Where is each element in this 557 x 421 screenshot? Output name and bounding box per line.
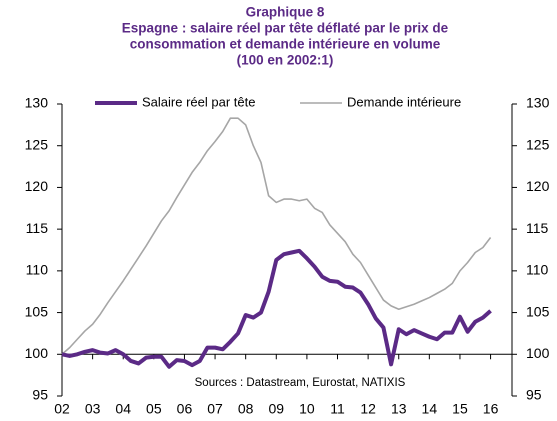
y-tick-label: 100: [25, 345, 49, 361]
chart-subtitle: consommation et demande intérieure en vo…: [130, 37, 441, 52]
y-tick-label: 130: [25, 95, 49, 111]
y-tick-label: 110: [26, 262, 49, 278]
legend-label: Salaire réel par tête: [142, 94, 255, 109]
y2-tick-label: 95: [526, 387, 542, 403]
x-tick-label: 14: [422, 401, 438, 417]
x-tick-label: 09: [268, 401, 284, 417]
x-tick-label: 11: [330, 401, 345, 417]
source-note: Sources : Datastream, Eurostat, NATIXIS: [195, 377, 406, 389]
x-tick-label: 13: [391, 401, 407, 417]
y2-tick-label: 115: [526, 220, 549, 236]
legend-label: Demande intérieure: [347, 94, 461, 109]
y2-tick-label: 125: [526, 136, 550, 152]
x-tick-label: 10: [299, 401, 315, 417]
series-line: [61, 248, 492, 369]
y2-tick-label: 110: [526, 262, 549, 278]
y2-tick-label: 100: [526, 345, 550, 361]
x-tick-label: 02: [54, 401, 70, 417]
chart-subtitle: Espagne : salaire réel par tête déflaté …: [122, 21, 449, 36]
y-tick-label: 120: [25, 178, 49, 194]
y-tick-label: 115: [26, 220, 49, 236]
y2-tick-label: 105: [526, 303, 550, 319]
y2-tick-label: 130: [526, 95, 550, 111]
x-tick-label: 03: [85, 401, 101, 417]
y2-tick-label: 120: [526, 178, 550, 194]
y-tick-label: 105: [25, 303, 49, 319]
y-tick-label: 95: [32, 387, 48, 403]
x-tick-label: 16: [483, 401, 499, 417]
x-tick-label: 05: [146, 401, 162, 417]
x-tick-label: 06: [177, 401, 193, 417]
x-tick-label: 15: [452, 401, 468, 417]
x-tick-label: 07: [207, 401, 223, 417]
x-tick-label: 08: [238, 401, 254, 417]
series-line: [61, 117, 492, 355]
x-tick-label: 12: [360, 401, 376, 417]
chart-title: Graphique 8: [246, 5, 325, 20]
chart-subtitle: (100 en 2002:1): [237, 53, 334, 68]
x-tick-label: 04: [115, 401, 131, 417]
y-tick-label: 125: [25, 136, 49, 152]
